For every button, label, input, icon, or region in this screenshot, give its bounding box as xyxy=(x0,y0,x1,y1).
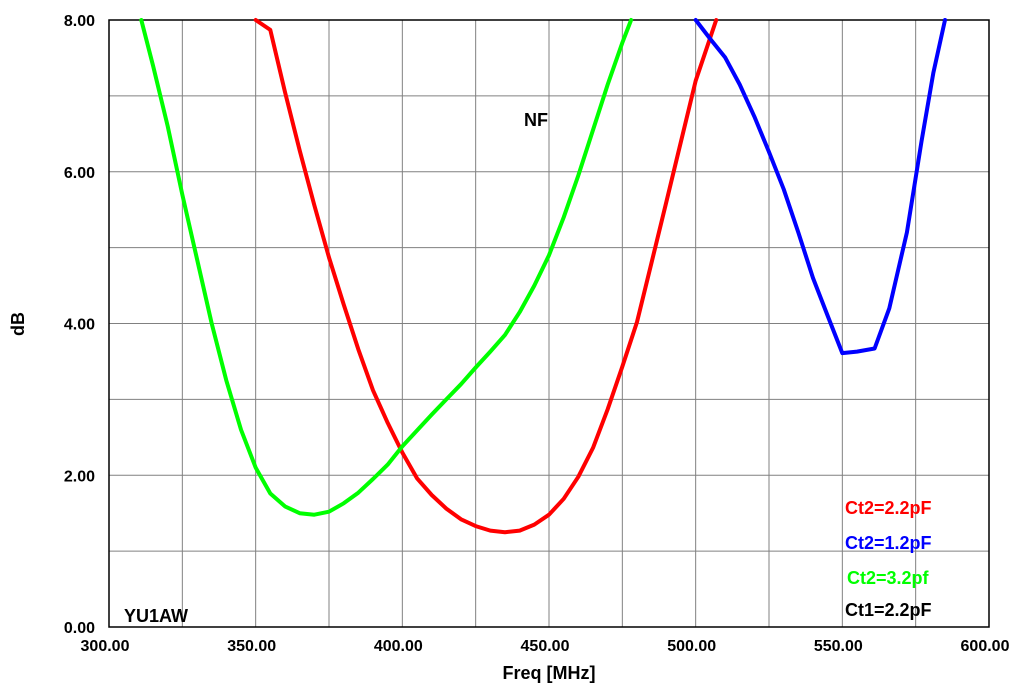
x-tick-label: 500.00 xyxy=(667,638,716,655)
series-line-1 xyxy=(693,18,947,356)
series-line-0 xyxy=(253,18,719,535)
y-tick-labels: 0.00 2.00 4.00 6.00 8.00 xyxy=(64,13,95,637)
y-tick-label: 2.00 xyxy=(64,468,95,485)
x-axis-title: Freq [MHz] xyxy=(503,663,596,683)
chart-title: NF xyxy=(524,110,548,130)
y-tick-label: 4.00 xyxy=(64,317,95,334)
x-tick-label: 600.00 xyxy=(961,638,1010,655)
x-tick-label: 550.00 xyxy=(814,638,863,655)
series-lines xyxy=(139,18,947,535)
x-tick-label: 300.00 xyxy=(81,638,130,655)
x-tick-label: 350.00 xyxy=(227,638,276,655)
x-tick-labels: 300.00 350.00 400.00 450.00 500.00 550.00 600.… xyxy=(81,638,1010,655)
x-tick-label: 450.00 xyxy=(521,638,570,655)
legend-ct1-2-2pf: Ct1=2.2pF xyxy=(845,600,932,620)
series-line-2 xyxy=(139,18,634,517)
y-tick-label: 0.00 xyxy=(64,620,95,637)
author-label: YU1AW xyxy=(124,606,188,626)
legend-ct2-1-2pf: Ct2=1.2pF xyxy=(845,533,932,553)
legend-ct2-3-2pf: Ct2=3.2pf xyxy=(847,568,930,588)
grid-lines xyxy=(109,20,989,627)
y-tick-label: 8.00 xyxy=(64,13,95,30)
plot-frame xyxy=(108,19,990,628)
x-tick-label: 400.00 xyxy=(374,638,423,655)
y-axis-title: dB xyxy=(8,312,28,336)
y-tick-label: 6.00 xyxy=(64,165,95,182)
legend-ct2-2-2pf: Ct2=2.2pF xyxy=(845,498,932,518)
